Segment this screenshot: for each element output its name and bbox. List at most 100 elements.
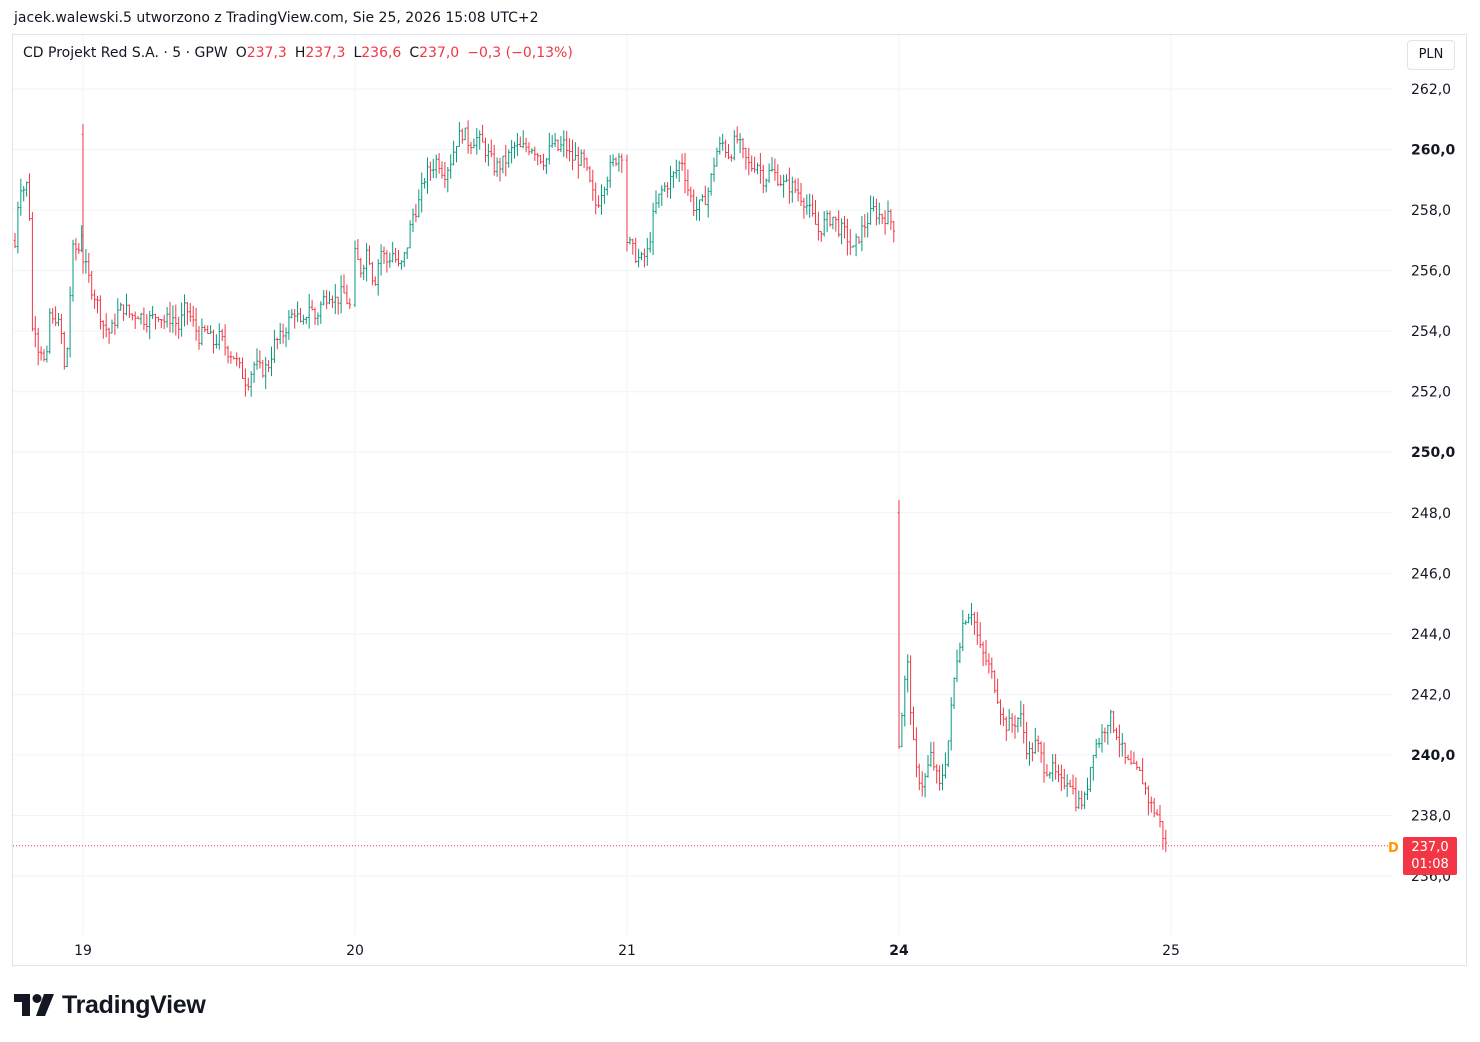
ohlc-bar: [692, 189, 695, 217]
ohlc-bar: [675, 159, 678, 179]
ohlc-bar: [1161, 820, 1165, 850]
ohlc-bar: [817, 211, 820, 241]
ohlc-bar: [524, 137, 528, 153]
price-tick-label: 238,0: [1411, 808, 1451, 824]
ohlc-bar: [987, 653, 991, 674]
ohlc-bar: [281, 323, 285, 344]
ohlc-bar: [513, 141, 516, 159]
tradingview-logo-text: TradingView: [62, 990, 206, 1019]
ohlc-bar: [533, 146, 537, 161]
ohlc-bar: [310, 299, 314, 311]
ohlc-bar: [51, 308, 54, 324]
ohlc-bar: [920, 771, 924, 797]
ohlc-bar: [302, 314, 305, 325]
ohlc-bar: [1068, 779, 1072, 788]
ohlc-bar: [434, 154, 438, 179]
ohlc-bar: [527, 142, 531, 156]
ohlc-bar: [1158, 804, 1162, 828]
ohlc-bar: [1045, 764, 1049, 777]
ohlc-bar: [136, 315, 140, 320]
ohlc-bar: [408, 220, 412, 249]
ohlc-bar: [478, 130, 481, 150]
ohlc-bar: [1129, 750, 1133, 765]
ohlc-bar: [191, 305, 195, 327]
ohlc-bar: [961, 610, 965, 652]
ohlc-bar: [334, 284, 337, 315]
ohlc-bar: [900, 712, 904, 748]
ohlc-bar: [663, 182, 666, 193]
ohlc-bar: [487, 143, 490, 167]
ohlc-bar: [420, 172, 423, 213]
ohlc-bar: [709, 173, 713, 196]
ohlc-bar: [568, 138, 571, 162]
ohlc-bar: [579, 149, 583, 166]
ohlc-bar: [463, 127, 467, 141]
change-value: −0,3 (−0,13%): [467, 45, 573, 61]
ohlc-bar: [654, 190, 658, 214]
ohlc-bar: [1089, 766, 1092, 792]
ohlc-bar: [854, 233, 858, 257]
ohlc-bar: [28, 173, 31, 221]
ohlc-bar: [45, 345, 49, 363]
ohlc-bar: [212, 329, 215, 354]
ohlc-bar: [767, 163, 771, 183]
ohlc-bar: [374, 276, 377, 286]
ohlc-bar: [342, 274, 346, 294]
ohlc-bar: [81, 123, 85, 274]
ohlc-bar: [608, 155, 612, 188]
ohlc-bar: [1051, 754, 1054, 782]
ohlc-bar: [617, 153, 621, 172]
grid-lines: [13, 35, 1392, 935]
symbol-name[interactable]: CD Projekt Red S.A. · 5 · GPW: [23, 45, 228, 61]
ohlc-bar: [571, 139, 574, 171]
ohlc-bar: [376, 259, 380, 296]
currency-button[interactable]: PLN: [1407, 40, 1455, 70]
tradingview-logo[interactable]: TradingView: [14, 988, 206, 1022]
close-value: 237,0: [419, 45, 460, 61]
ohlc-bar: [437, 153, 441, 174]
ohlc-bar: [411, 208, 415, 233]
ohlc-bar: [897, 499, 901, 749]
ohlc-bar: [449, 154, 452, 179]
ohlc-bar: [724, 139, 727, 158]
ohlc-bar: [148, 310, 151, 340]
ohlc-bar: [206, 325, 209, 334]
price-tick-label: 240,0: [1411, 748, 1456, 764]
ohlc-bar: [22, 185, 25, 202]
ohlc-bar: [151, 306, 154, 320]
ohlc-bar: [359, 257, 363, 278]
ohlc-bar: [270, 346, 273, 377]
ohlc-bar: [313, 307, 317, 325]
ohlc-bar: [646, 237, 649, 266]
last-price-tag: 237,0 01:08: [1403, 837, 1457, 875]
ohlc-bar: [287, 310, 291, 340]
ohlc-bar: [145, 314, 149, 333]
ohlc-bar: [1028, 741, 1031, 766]
ohlc-bar: [1025, 722, 1028, 760]
ohlc-bar: [831, 216, 835, 230]
ohlc-bar: [99, 295, 102, 330]
ohlc-bar: [466, 120, 470, 154]
ohlc-bar: [990, 657, 994, 679]
ohlc-bar: [133, 311, 137, 329]
ohlc-bar: [727, 144, 730, 160]
ohlc-bar: [128, 304, 131, 318]
ohlc-legend: CD Projekt Red S.A. · 5 · GPW O237,3 H237,…: [23, 45, 573, 61]
ohlc-bar: [883, 210, 887, 235]
price-tick-label: 262,0: [1411, 82, 1451, 98]
ohlc-bar: [299, 307, 302, 323]
ohlc-bar: [669, 165, 672, 199]
ohlc-bar: [104, 313, 108, 338]
ohlc-bar: [501, 155, 505, 174]
ohlc-bar: [232, 356, 236, 360]
ohlc-bar: [325, 290, 328, 310]
ohlc-bar: [1031, 742, 1034, 762]
dividend-marker[interactable]: D: [1388, 841, 1399, 856]
ohlc-bar: [782, 174, 785, 198]
ohlc-bar: [1094, 738, 1098, 759]
low-label: L: [353, 45, 362, 61]
ohlc-bar: [689, 186, 693, 203]
ohlc-bar: [799, 182, 803, 207]
ohlc-bar: [548, 132, 551, 165]
